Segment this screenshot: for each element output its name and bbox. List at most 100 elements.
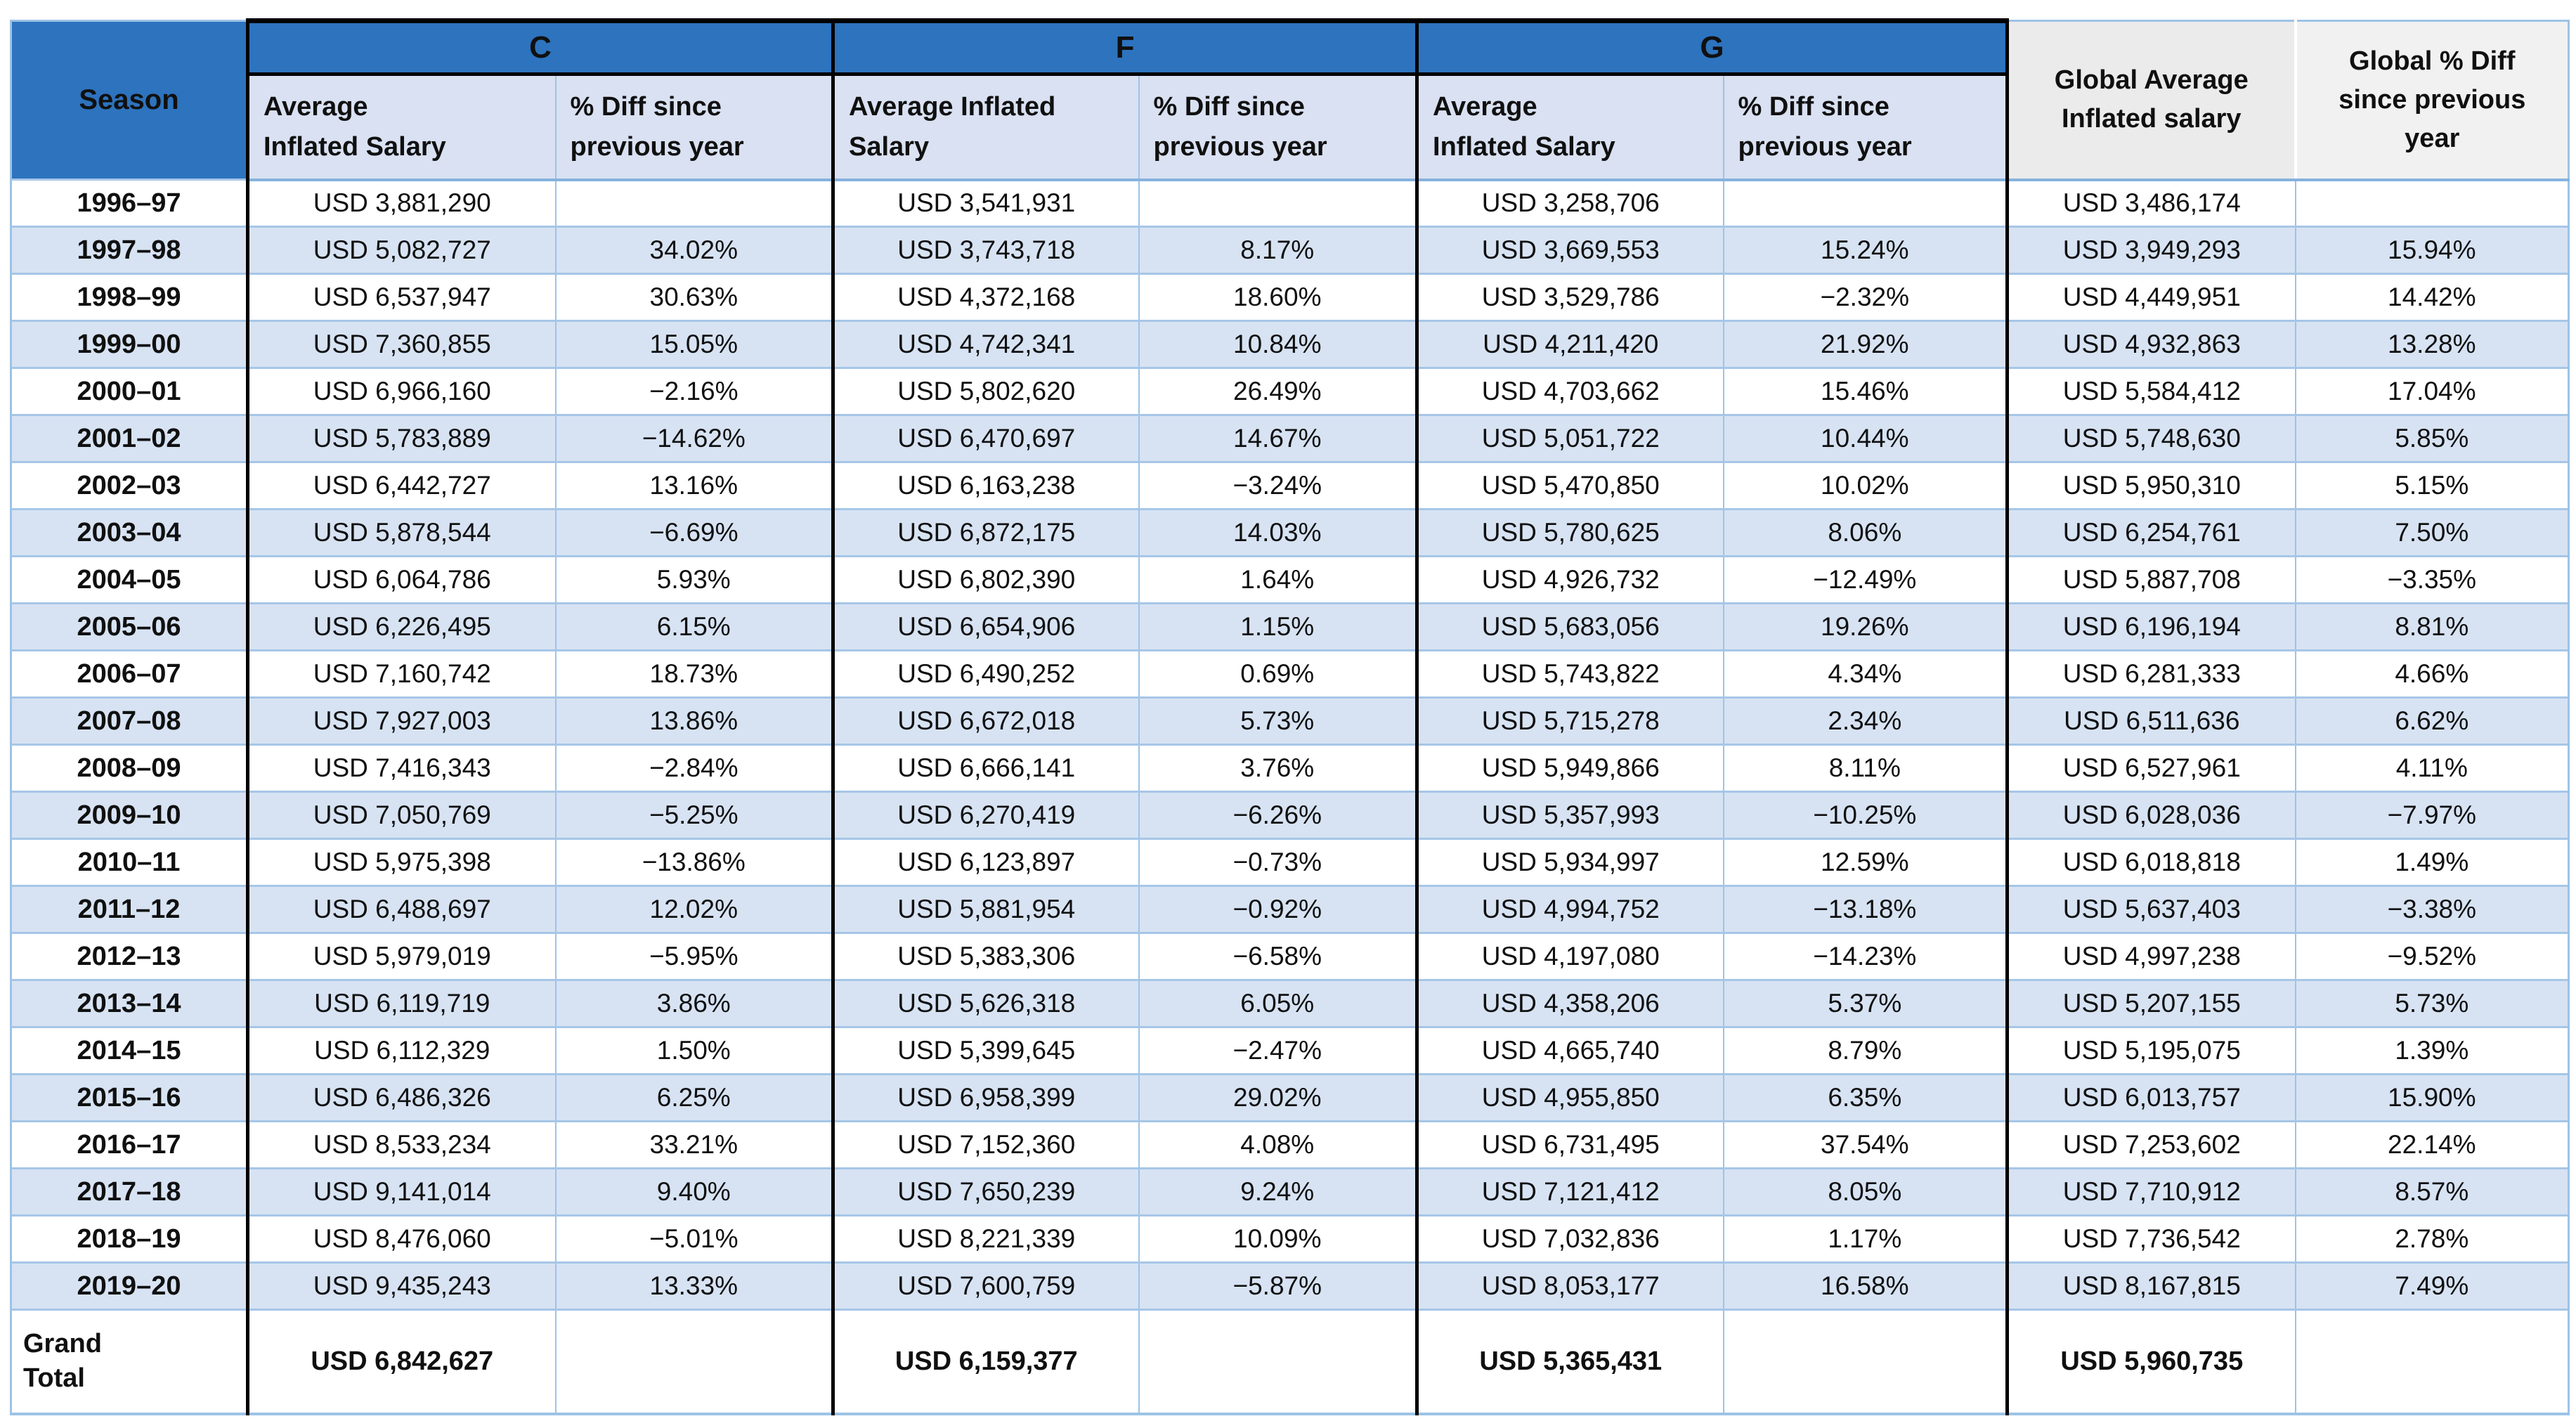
diff-cell-g[interactable]: −2.32% (1722, 273, 2008, 321)
salary-cell-g[interactable]: USD 5,949,866 (1415, 744, 1724, 792)
diff-cell-g[interactable]: 10.44% (1722, 414, 2008, 462)
salary-cell-global[interactable]: USD 4,932,863 (2005, 320, 2296, 368)
salary-cell-global[interactable]: USD 4,449,951 (2005, 273, 2296, 321)
subheader-g-average-salary[interactable]: Average Inflated Salary (1415, 74, 1724, 181)
subheader-c-percent-diff[interactable]: % Diff since previous year (554, 74, 833, 181)
diff-cell-c[interactable]: 13.86% (554, 696, 833, 745)
salary-cell-c[interactable]: USD 6,226,495 (246, 602, 556, 651)
diff-cell-g[interactable]: 8.11% (1722, 744, 2008, 792)
diff-cell-global[interactable]: 17.04% (2294, 367, 2570, 415)
diff-cell-f[interactable]: −2.47% (1138, 1026, 1417, 1075)
salary-cell-g[interactable]: USD 4,955,850 (1415, 1073, 1724, 1122)
diff-cell-global[interactable]: −7.97% (2294, 791, 2570, 839)
salary-cell-f[interactable]: USD 5,881,954 (831, 885, 1139, 933)
salary-cell-g[interactable]: USD 3,529,786 (1415, 273, 1724, 321)
diff-cell-global[interactable]: 15.94% (2294, 226, 2570, 274)
salary-cell-f[interactable]: USD 6,672,018 (831, 696, 1139, 745)
salary-cell-f[interactable]: USD 6,470,697 (831, 414, 1139, 462)
salary-cell-c[interactable]: USD 6,064,786 (246, 555, 556, 604)
salary-cell-c[interactable]: USD 6,486,326 (246, 1073, 556, 1122)
diff-cell-f[interactable]: 5.73% (1138, 696, 1417, 745)
global-percent-diff-header[interactable]: Global % Diff since previous year (2294, 20, 2570, 181)
diff-cell-f[interactable]: 6.05% (1138, 979, 1417, 1027)
salary-cell-c[interactable]: USD 7,050,769 (246, 791, 556, 839)
season-cell[interactable]: 2013–14 (10, 979, 248, 1027)
salary-cell-c[interactable]: USD 7,160,742 (246, 649, 556, 698)
salary-cell-g[interactable]: USD 5,470,850 (1415, 461, 1724, 510)
grand-total-label[interactable]: Grand Total (10, 1309, 248, 1415)
salary-cell-c[interactable]: USD 6,966,160 (246, 367, 556, 415)
salary-cell-g[interactable]: USD 7,032,836 (1415, 1214, 1724, 1263)
diff-cell-global[interactable]: 7.50% (2294, 508, 2570, 557)
diff-cell-g[interactable]: 10.02% (1722, 461, 2008, 510)
diff-cell-f[interactable]: −3.24% (1138, 461, 1417, 510)
diff-cell-c[interactable]: 6.15% (554, 602, 833, 651)
season-cell[interactable]: 2006–07 (10, 649, 248, 698)
season-cell[interactable]: 2015–16 (10, 1073, 248, 1122)
diff-cell-global[interactable]: 2.78% (2294, 1214, 2570, 1263)
diff-cell-f[interactable]: 0.69% (1138, 649, 1417, 698)
salary-cell-global[interactable]: USD 4,997,238 (2005, 932, 2296, 980)
salary-cell-f[interactable]: USD 5,802,620 (831, 367, 1139, 415)
salary-cell-c[interactable]: USD 5,082,727 (246, 226, 556, 274)
salary-cell-g[interactable]: USD 7,121,412 (1415, 1167, 1724, 1216)
diff-cell-global[interactable]: 8.57% (2294, 1167, 2570, 1216)
group-header-g[interactable]: G (1415, 18, 2010, 76)
salary-cell-c[interactable]: USD 6,119,719 (246, 979, 556, 1027)
group-header-f[interactable]: F (831, 18, 1419, 76)
diff-cell-global[interactable]: 1.49% (2294, 838, 2570, 886)
diff-cell-f[interactable]: −6.26% (1138, 791, 1417, 839)
salary-cell-g[interactable]: USD 8,053,177 (1415, 1261, 1724, 1310)
salary-cell-f[interactable]: USD 7,650,239 (831, 1167, 1139, 1216)
salary-cell-c[interactable]: USD 5,975,398 (246, 838, 556, 886)
diff-cell-c[interactable]: 9.40% (554, 1167, 833, 1216)
season-cell[interactable]: 2000–01 (10, 367, 248, 415)
salary-cell-f[interactable]: USD 6,654,906 (831, 602, 1139, 651)
season-cell[interactable]: 2009–10 (10, 791, 248, 839)
diff-cell-c[interactable]: 34.02% (554, 226, 833, 274)
diff-cell-g[interactable]: 15.46% (1722, 367, 2008, 415)
salary-cell-global[interactable]: USD 6,254,761 (2005, 508, 2296, 557)
salary-cell-c[interactable]: USD 6,112,329 (246, 1026, 556, 1075)
diff-cell-f[interactable]: −5.87% (1138, 1261, 1417, 1310)
diff-cell-f[interactable]: 26.49% (1138, 367, 1417, 415)
season-cell[interactable]: 2017–18 (10, 1167, 248, 1216)
subheader-f-percent-diff[interactable]: % Diff since previous year (1138, 74, 1417, 181)
grand-total-diff-c[interactable] (554, 1309, 833, 1415)
season-cell[interactable]: 1999–00 (10, 320, 248, 368)
salary-cell-f[interactable]: USD 6,163,238 (831, 461, 1139, 510)
season-cell[interactable]: 2007–08 (10, 696, 248, 745)
diff-cell-f[interactable]: 9.24% (1138, 1167, 1417, 1216)
salary-cell-global[interactable]: USD 7,736,542 (2005, 1214, 2296, 1263)
salary-cell-global[interactable]: USD 3,486,174 (2005, 179, 2296, 227)
salary-cell-global[interactable]: USD 6,013,757 (2005, 1073, 2296, 1122)
diff-cell-global[interactable]: 15.90% (2294, 1073, 2570, 1122)
diff-cell-global[interactable]: −9.52% (2294, 932, 2570, 980)
season-cell[interactable]: 2019–20 (10, 1261, 248, 1310)
grand-total-salary-c[interactable]: USD 6,842,627 (246, 1309, 556, 1415)
salary-cell-c[interactable]: USD 6,488,697 (246, 885, 556, 933)
salary-cell-global[interactable]: USD 5,950,310 (2005, 461, 2296, 510)
diff-cell-g[interactable]: 1.17% (1722, 1214, 2008, 1263)
diff-cell-g[interactable]: 2.34% (1722, 696, 2008, 745)
salary-cell-global[interactable]: USD 5,195,075 (2005, 1026, 2296, 1075)
salary-cell-global[interactable]: USD 6,281,333 (2005, 649, 2296, 698)
diff-cell-f[interactable]: 18.60% (1138, 273, 1417, 321)
salary-cell-f[interactable]: USD 4,372,168 (831, 273, 1139, 321)
salary-cell-global[interactable]: USD 5,748,630 (2005, 414, 2296, 462)
diff-cell-c[interactable]: −2.16% (554, 367, 833, 415)
salary-cell-c[interactable]: USD 5,878,544 (246, 508, 556, 557)
salary-cell-c[interactable]: USD 8,533,234 (246, 1120, 556, 1169)
salary-cell-g[interactable]: USD 4,358,206 (1415, 979, 1724, 1027)
diff-cell-g[interactable]: 15.24% (1722, 226, 2008, 274)
salary-cell-f[interactable]: USD 5,383,306 (831, 932, 1139, 980)
diff-cell-g[interactable]: 8.05% (1722, 1167, 2008, 1216)
salary-cell-c[interactable]: USD 5,783,889 (246, 414, 556, 462)
diff-cell-f[interactable]: 10.84% (1138, 320, 1417, 368)
season-cell[interactable]: 2002–03 (10, 461, 248, 510)
salary-cell-c[interactable]: USD 9,435,243 (246, 1261, 556, 1310)
salary-cell-g[interactable]: USD 5,051,722 (1415, 414, 1724, 462)
salary-cell-f[interactable]: USD 6,802,390 (831, 555, 1139, 604)
salary-cell-f[interactable]: USD 8,221,339 (831, 1214, 1139, 1263)
salary-cell-global[interactable]: USD 6,196,194 (2005, 602, 2296, 651)
